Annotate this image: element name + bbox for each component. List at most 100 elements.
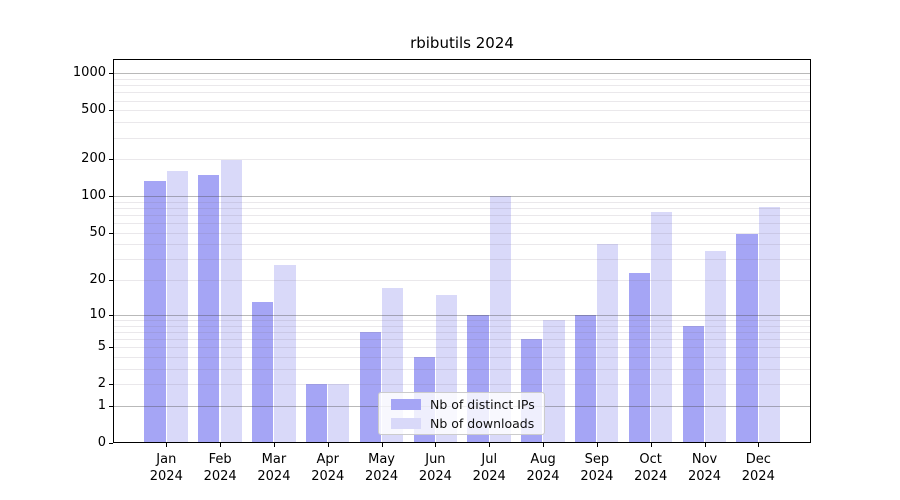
chart-title: rbibutils 2024 — [410, 34, 514, 52]
x-tick-label: Nov 2024 — [675, 451, 735, 485]
y-tick-mark — [109, 406, 113, 408]
y-tick-label: 500 — [81, 102, 106, 118]
y-gridline-minor — [114, 201, 810, 203]
y-gridline-minor — [114, 78, 810, 80]
legend-swatch-downloads — [391, 417, 421, 429]
y-tick-mark — [109, 347, 113, 349]
x-tick-year: 2024 — [526, 469, 560, 484]
x-tick-mark — [758, 443, 760, 447]
y-tick-mark — [109, 110, 113, 112]
y-tick-label: 1 — [97, 398, 106, 414]
bar-downloads — [704, 251, 727, 443]
bar-downloads — [651, 212, 673, 443]
y-tick-label: 5 — [97, 339, 106, 355]
bar-distinct-ips — [252, 301, 274, 443]
y-gridline-minor — [114, 369, 810, 371]
x-tick-label: Aug 2024 — [513, 451, 573, 485]
y-gridline-minor — [114, 159, 810, 161]
x-tick-mark — [650, 443, 652, 447]
bar-distinct-ips — [305, 384, 328, 443]
x-tick-year: 2024 — [149, 469, 183, 484]
y-gridline-minor — [114, 357, 810, 359]
y-gridline-minor — [114, 384, 810, 386]
bar-downloads — [274, 264, 296, 443]
x-tick-mark — [381, 443, 383, 447]
y-gridline-minor — [114, 280, 810, 282]
x-tick-year: 2024 — [257, 469, 291, 484]
legend-label-downloads: Nb of downloads — [430, 415, 535, 431]
legend-swatch-distinct-ips — [391, 398, 421, 410]
x-tick-mark — [327, 443, 329, 447]
y-gridline-minor — [114, 244, 810, 246]
bar-downloads — [597, 244, 619, 443]
legend: Nb of distinct IPs Nb of downloads — [378, 392, 545, 435]
x-tick-label: Mar 2024 — [244, 451, 304, 485]
y-gridline-major — [114, 196, 810, 198]
x-tick-month: Sep — [584, 452, 610, 467]
x-tick-label: Feb 2024 — [190, 451, 250, 485]
bar-distinct-ips — [198, 174, 220, 443]
bar-downloads — [489, 196, 511, 443]
y-tick-label: 50 — [89, 224, 106, 240]
bar-distinct-ips — [359, 331, 381, 443]
x-tick-mark — [704, 443, 706, 447]
x-tick-label: Sep 2024 — [567, 451, 627, 485]
y-gridline-minor — [114, 347, 810, 349]
y-tick-mark — [109, 232, 113, 234]
y-tick-label: 100 — [81, 188, 106, 204]
x-tick-label: Apr 2024 — [298, 451, 358, 485]
x-tick-month: Apr — [316, 452, 340, 467]
y-gridline-minor — [114, 100, 810, 102]
y-tick-mark — [109, 384, 113, 386]
y-tick-label: 10 — [89, 306, 106, 322]
bar-downloads — [758, 206, 780, 443]
y-gridline-minor — [114, 339, 810, 341]
x-tick-month: Aug — [530, 452, 556, 467]
bar-downloads — [220, 159, 242, 443]
legend-label-distinct-ips: Nb of distinct IPs — [430, 396, 535, 412]
x-tick-label: Oct 2024 — [621, 451, 681, 485]
y-gridline-minor — [114, 325, 810, 327]
bar-downloads — [166, 171, 188, 443]
x-tick-year: 2024 — [365, 469, 399, 484]
legend-entry-downloads: Nb of downloads — [387, 416, 536, 431]
bar-downloads — [543, 319, 565, 443]
y-tick-mark — [109, 314, 113, 316]
y-tick-label: 0 — [97, 435, 106, 451]
x-tick-year: 2024 — [580, 469, 614, 484]
x-tick-year: 2024 — [203, 469, 237, 484]
x-tick-month: Feb — [208, 452, 232, 467]
y-tick-mark — [109, 196, 113, 198]
x-tick-month: Jun — [425, 452, 446, 467]
y-tick-mark — [109, 443, 113, 445]
x-tick-mark — [273, 443, 275, 447]
x-tick-mark — [489, 443, 491, 447]
x-tick-month: Dec — [745, 452, 771, 467]
y-tick-mark — [109, 159, 113, 161]
bar-distinct-ips — [736, 233, 758, 443]
x-tick-year: 2024 — [634, 469, 668, 484]
x-tick-label: Jan 2024 — [136, 451, 196, 485]
x-tick-year: 2024 — [472, 469, 506, 484]
x-tick-year: 2024 — [311, 469, 345, 484]
x-tick-mark — [543, 443, 545, 447]
bar-downloads — [328, 384, 350, 443]
y-gridline-minor — [114, 319, 810, 321]
y-gridline-minor — [114, 137, 810, 139]
x-tick-mark — [220, 443, 222, 447]
bar-distinct-ips — [144, 180, 166, 443]
y-gridline-minor — [114, 223, 810, 225]
y-gridline-minor — [114, 122, 810, 124]
y-gridline-minor — [114, 331, 810, 333]
x-tick-mark — [435, 443, 437, 447]
bar-distinct-ips — [628, 273, 650, 443]
y-gridline-minor — [114, 214, 810, 216]
bar-distinct-ips — [574, 314, 597, 443]
x-tick-month: Jul — [481, 452, 498, 467]
x-tick-month: Jan — [156, 452, 177, 467]
x-tick-month: Oct — [639, 452, 662, 467]
y-gridline-minor — [114, 207, 810, 209]
y-gridline-minor — [114, 92, 810, 94]
y-tick-mark — [109, 73, 113, 75]
